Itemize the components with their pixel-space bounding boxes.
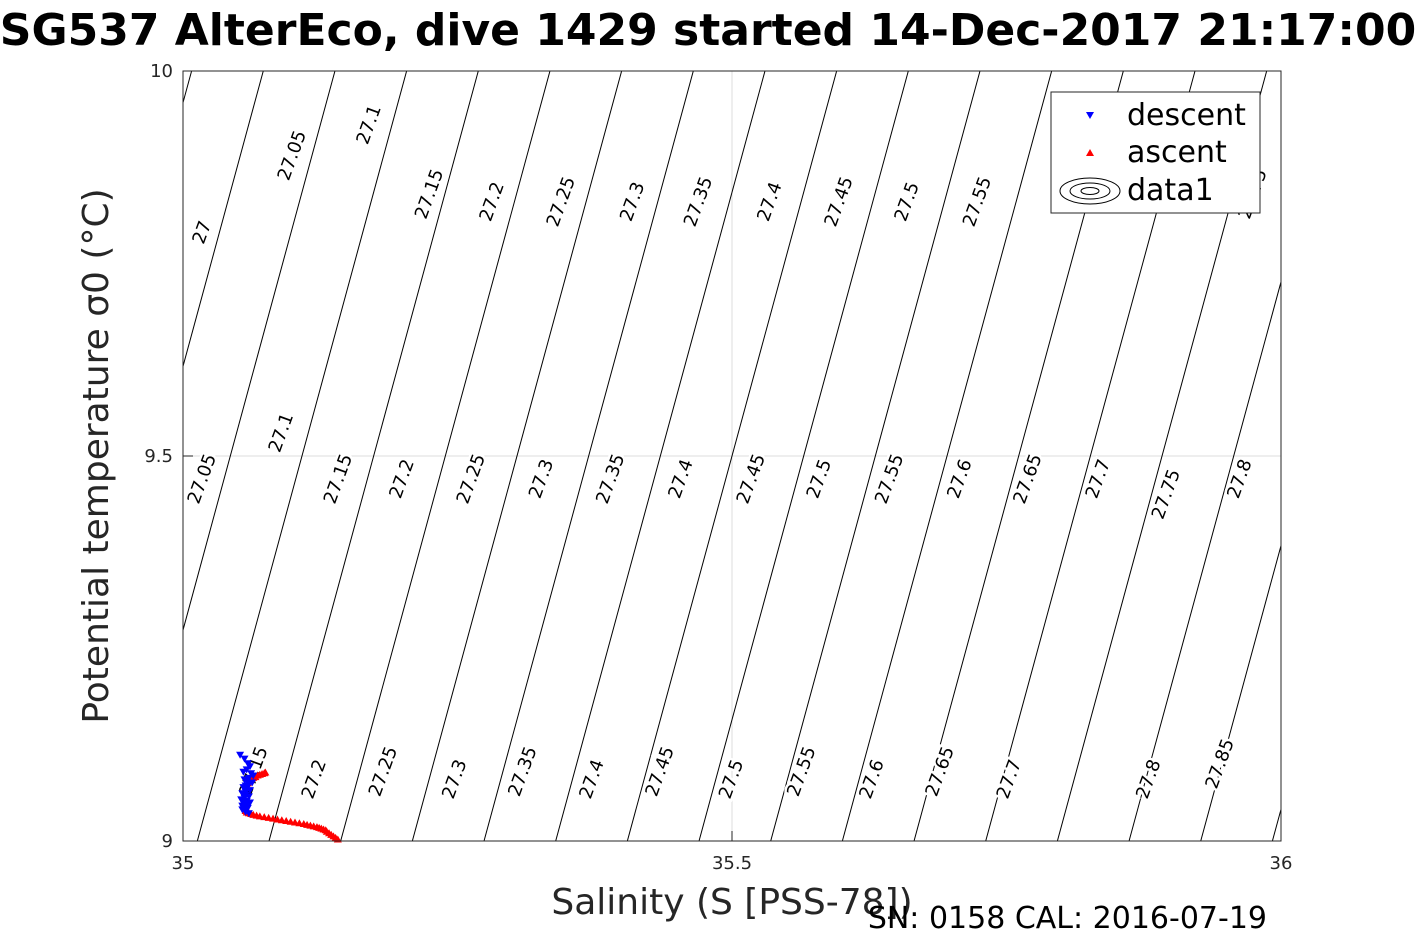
legend-descent-label: descent: [1127, 98, 1246, 133]
contour-line: [626, 71, 838, 841]
y-axis-label: Potential temperature σ0 (°C): [76, 188, 117, 723]
x-tick-label: 35.5: [712, 853, 752, 874]
contour-line: [770, 71, 981, 841]
descent-point: [239, 804, 248, 812]
contour-line: [698, 71, 909, 841]
descent-point: [240, 755, 249, 763]
chart-title: SG537 AlterEco, dive 1429 started 14-Dec…: [0, 5, 1416, 56]
contour-line: [0, 0, 141, 918]
legend-data1-contour-icon: [1059, 177, 1121, 205]
y-tick-label: 9: [162, 831, 173, 852]
legend-descent-marker: [1086, 112, 1094, 119]
descent-point: [243, 802, 252, 810]
contour-line: [483, 71, 694, 841]
descent-series: [236, 751, 258, 818]
x-axis: 35 35.5 36: [172, 831, 1293, 874]
descent-point: [249, 772, 258, 780]
ascent-point: [261, 768, 270, 776]
contour-line: [0, 0, 69, 918]
x-axis-label: Salinity (S [PSS-78]): [551, 882, 912, 923]
legend-data1-label: data1: [1127, 173, 1214, 208]
contour-line: [183, 71, 264, 369]
descent-point: [244, 810, 253, 818]
contour-line: [183, 71, 336, 632]
contour-line: [196, 71, 408, 841]
legend-ascent-label: ascent: [1127, 135, 1227, 170]
contour-line: [1128, 280, 1281, 841]
contour-line: [268, 71, 479, 841]
calibration-footer: SN: 0158 CAL: 2016-07-19: [868, 901, 1267, 936]
contour-line: [340, 71, 551, 841]
x-tick-label: 35: [172, 853, 195, 874]
contour-line: [841, 71, 1053, 841]
y-tick-label: 9.5: [144, 446, 173, 467]
legend-ascent-marker: [1086, 149, 1094, 156]
descent-point: [236, 751, 245, 759]
y-tick-label: 10: [150, 61, 173, 82]
contour-line: [1200, 543, 1281, 841]
legend: descent ascent data1: [1050, 91, 1261, 214]
descent-point: [239, 768, 248, 776]
y-axis: 9 9.5 10: [144, 61, 193, 852]
contour-line: [411, 71, 623, 841]
contour-line: [555, 71, 766, 841]
x-tick-label: 36: [1270, 853, 1293, 874]
legend-box: [1050, 91, 1261, 214]
